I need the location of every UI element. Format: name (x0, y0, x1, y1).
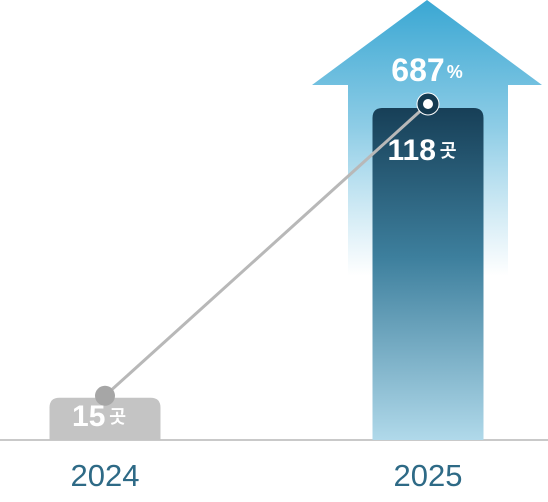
value-number: 15 (72, 400, 105, 433)
value-label: 15 곳 (72, 400, 126, 433)
value-number: 118 (388, 134, 436, 167)
x-tick-label: 2024 (71, 458, 140, 493)
value-unit: 곳 (109, 407, 126, 427)
point-center (423, 99, 433, 109)
growth-label: 687% (391, 52, 462, 88)
growth-line (103, 102, 430, 397)
point (95, 385, 115, 406)
value-unit: 곳 (440, 141, 457, 161)
bar (372, 108, 484, 440)
value-label: 118 곳 (388, 134, 457, 167)
x-tick-label: 2025 (394, 458, 463, 493)
bar (49, 397, 161, 440)
